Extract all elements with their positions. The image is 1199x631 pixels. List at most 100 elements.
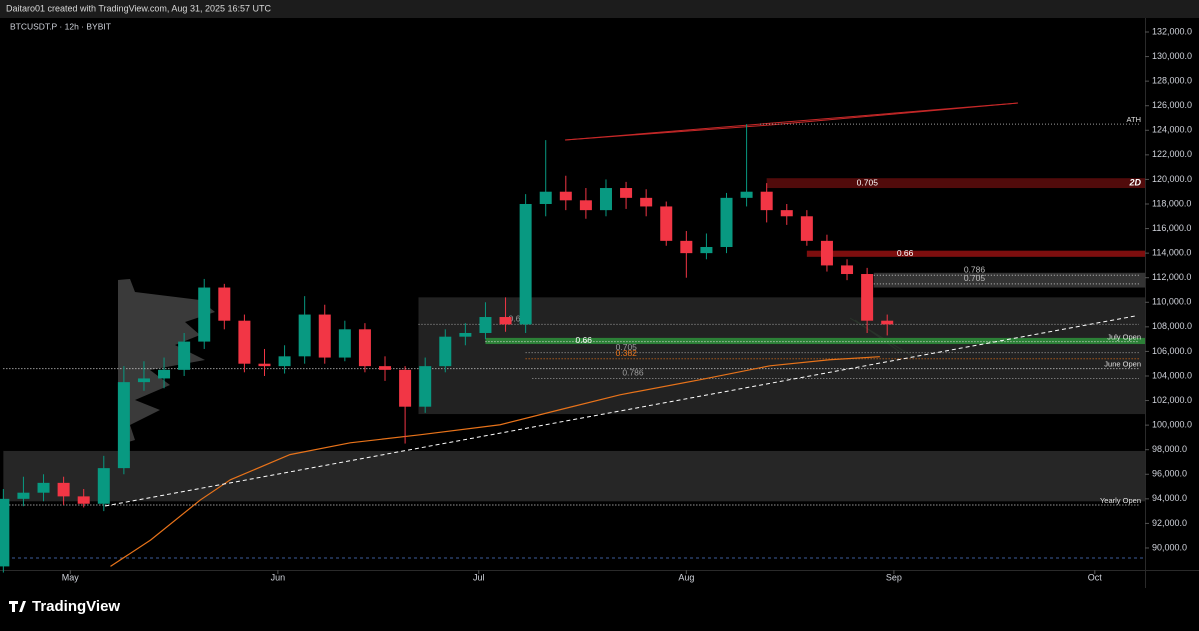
candle-body	[700, 246, 713, 254]
candle-body	[218, 287, 231, 321]
candle-body	[298, 314, 311, 357]
x-tick-label: May	[62, 572, 80, 582]
candle-body	[459, 332, 472, 337]
y-tick-label: 108,000.0	[1152, 321, 1192, 331]
y-tick-label: 92,000.0	[1152, 518, 1187, 528]
candle-body	[579, 200, 592, 211]
candle-body	[97, 468, 110, 504]
candle-body	[780, 210, 793, 217]
level-label: 0.786	[622, 368, 644, 378]
candle-body	[57, 482, 70, 497]
level-label: July Open	[1107, 333, 1141, 342]
candle-body	[660, 206, 673, 241]
candle-body	[841, 265, 854, 275]
y-tick-label: 110,000.0	[1152, 297, 1191, 307]
y-tick-label: 114,000.0	[1152, 248, 1191, 258]
x-tick-label: Aug	[678, 572, 694, 582]
level-label: 0.618	[508, 314, 530, 324]
candle-body	[0, 498, 10, 567]
candle-body	[17, 492, 30, 499]
candle-body	[760, 191, 773, 211]
candle-body	[117, 382, 130, 469]
zone-label: 0.66	[897, 248, 914, 258]
drawing-line	[564, 102, 1019, 141]
candle-body	[519, 203, 532, 325]
y-tick-label: 132,000.0	[1152, 26, 1192, 36]
y-tick-label: 100,000.0	[1152, 420, 1192, 430]
candle-body	[599, 188, 612, 211]
level-label: Yearly Open	[1100, 496, 1141, 505]
candle-body	[338, 329, 351, 358]
y-tick-label: 128,000.0	[1152, 76, 1192, 86]
zone	[766, 178, 1145, 189]
y-tick-label: 130,000.0	[1152, 51, 1192, 61]
candle-body	[419, 366, 432, 407]
zone-tag: 2D	[1128, 177, 1141, 187]
candle-body	[37, 482, 50, 493]
candle-body	[399, 369, 412, 407]
candle-body	[539, 191, 552, 204]
zone	[418, 297, 1145, 415]
candle-body	[881, 320, 894, 325]
candle-body	[77, 496, 90, 504]
y-tick-label: 124,000.0	[1152, 125, 1192, 135]
zone	[806, 250, 1145, 257]
zone	[485, 337, 1145, 345]
candle-body	[499, 317, 512, 325]
logo-text: TradingView	[32, 598, 120, 615]
zone-label: 0.66	[575, 335, 592, 345]
candle-body	[820, 240, 833, 266]
level-label: 0.705	[616, 342, 638, 352]
candle-body	[158, 369, 171, 379]
candle-body	[559, 191, 572, 201]
zone	[873, 272, 1145, 288]
y-tick-label: 102,000.0	[1152, 395, 1192, 405]
candle-body	[358, 329, 371, 367]
candle-body	[479, 317, 492, 333]
footer	[0, 588, 1199, 626]
y-tick-label: 120,000.0	[1152, 174, 1192, 184]
zone	[3, 450, 1146, 502]
candle-body	[439, 336, 452, 367]
header-text: Daitaro01 created with TradingView.com, …	[6, 3, 271, 13]
volume-profile	[118, 279, 215, 445]
y-tick-label: 112,000.0	[1152, 272, 1191, 282]
x-tick-label: Sep	[886, 572, 902, 582]
candle-body	[620, 188, 633, 198]
level-label: 0.705	[964, 273, 986, 283]
y-tick-label: 98,000.0	[1152, 444, 1187, 454]
y-tick-label: 90,000.0	[1152, 542, 1187, 552]
y-tick-label: 118,000.0	[1152, 198, 1191, 208]
symbol-label: BTCUSDT.P · 12h · BYBIT	[10, 21, 111, 31]
y-tick-label: 122,000.0	[1152, 149, 1192, 159]
level-label: ATH	[1127, 115, 1141, 124]
candle-body	[640, 197, 653, 207]
y-tick-label: 94,000.0	[1152, 493, 1187, 503]
y-tick-label: 116,000.0	[1152, 223, 1191, 233]
candle-body	[178, 341, 191, 370]
level-label: 0.382	[616, 348, 638, 358]
candle-body	[861, 274, 874, 321]
level-label: June Open	[1104, 360, 1141, 369]
candle-body	[198, 287, 211, 342]
candle-body	[720, 197, 733, 247]
candle-body	[278, 356, 291, 367]
y-tick-label: 96,000.0	[1152, 469, 1187, 479]
x-tick-label: Jun	[271, 572, 286, 582]
y-tick-label: 104,000.0	[1152, 370, 1192, 380]
candle-body	[318, 314, 331, 358]
candle-body	[680, 240, 693, 254]
y-tick-label: 106,000.0	[1152, 346, 1192, 356]
candle-body	[137, 378, 150, 383]
logo-icon	[9, 601, 26, 612]
drawing-line	[769, 102, 1019, 126]
candle-body	[238, 320, 251, 364]
drawing-line	[564, 124, 771, 141]
header-bar	[0, 0, 1199, 18]
candle-body	[740, 191, 753, 198]
moving-average	[110, 356, 880, 567]
zone-label: 0.705	[857, 177, 879, 187]
candle-body	[800, 216, 813, 241]
x-tick-label: Oct	[1088, 572, 1103, 582]
